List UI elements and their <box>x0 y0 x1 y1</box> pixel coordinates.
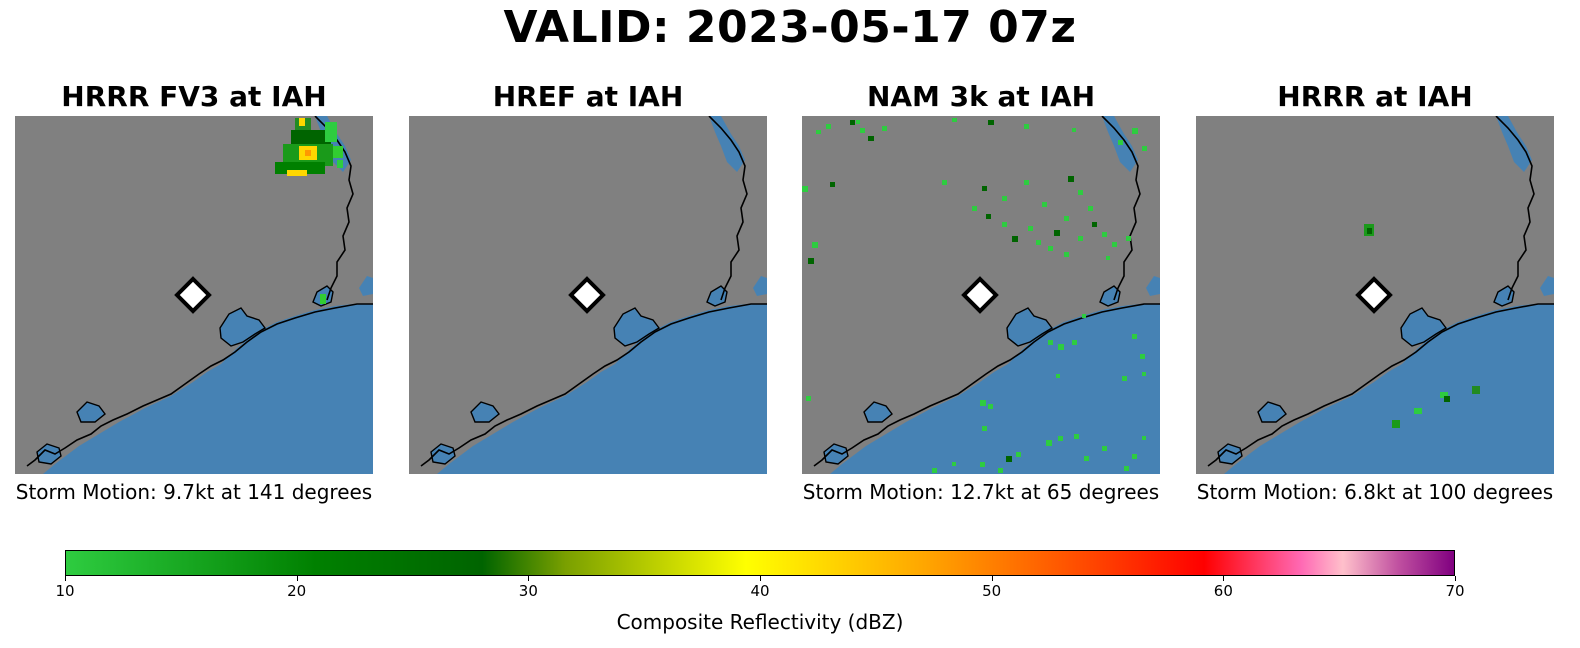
storm-motion-nam-3k: Storm Motion: 12.7kt at 65 degrees <box>781 480 1181 504</box>
main-title: VALID: 2023-05-17 07z <box>0 2 1580 53</box>
colorbar-tick <box>1223 576 1224 581</box>
panel-title-nam-3k: NAM 3k at IAH <box>791 80 1171 113</box>
map-panel-hrrr-fv3 <box>15 116 373 474</box>
colorbar-tick <box>1455 576 1456 581</box>
colorbar-label: Composite Reflectivity (dBZ) <box>0 610 1520 634</box>
colorbar-tick-label: 20 <box>267 582 327 600</box>
map-panel-hrrr <box>1196 116 1554 474</box>
map-panel-href <box>409 116 767 474</box>
colorbar-tick-label: 60 <box>1193 582 1253 600</box>
colorbar-tick-label: 30 <box>498 582 558 600</box>
reflectivity-colorbar <box>65 550 1455 576</box>
colorbar-tick-label: 70 <box>1425 582 1485 600</box>
map-panel-nam-3k <box>802 116 1160 474</box>
panel-title-hrrr: HRRR at IAH <box>1185 80 1565 113</box>
panel-title-hrrr-fv3: HRRR FV3 at IAH <box>4 80 384 113</box>
colorbar-tick <box>760 576 761 581</box>
colorbar-tick-label: 50 <box>962 582 1022 600</box>
colorbar-tick-label: 10 <box>35 582 95 600</box>
panel-title-href: HREF at IAH <box>398 80 778 113</box>
colorbar-tick <box>528 576 529 581</box>
colorbar-tick <box>992 576 993 581</box>
colorbar-tick <box>297 576 298 581</box>
colorbar-tick <box>65 576 66 581</box>
storm-motion-hrrr: Storm Motion: 6.8kt at 100 degrees <box>1175 480 1575 504</box>
colorbar-tick-label: 40 <box>730 582 790 600</box>
storm-motion-hrrr-fv3: Storm Motion: 9.7kt at 141 degrees <box>0 480 394 504</box>
